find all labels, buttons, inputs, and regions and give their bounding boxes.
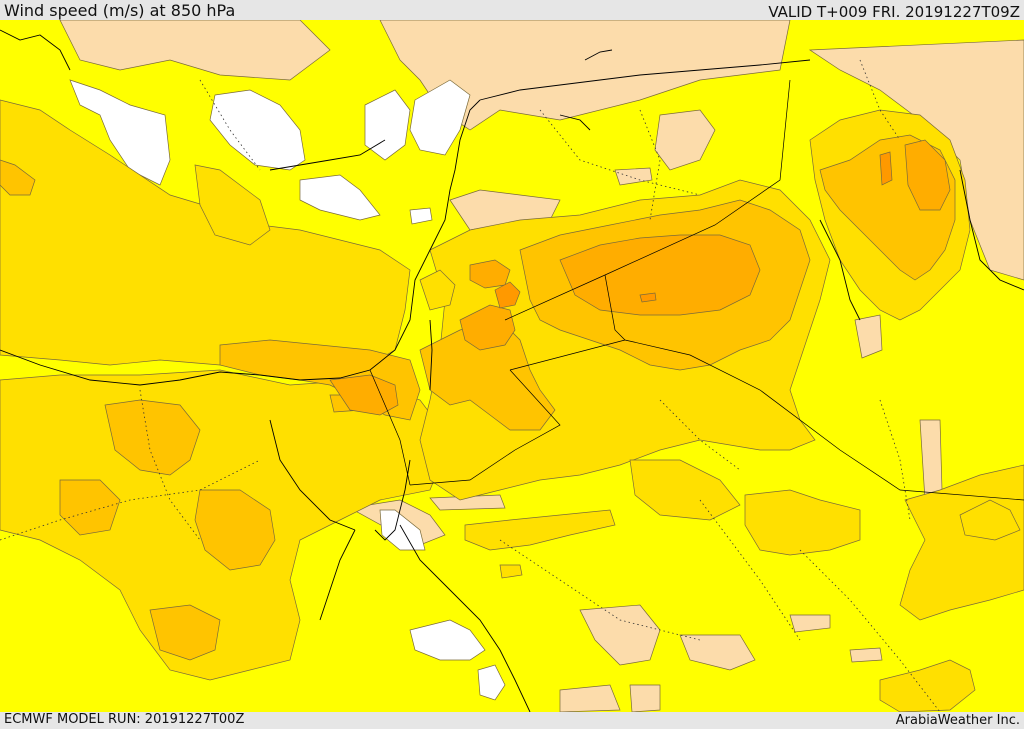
coastlines xyxy=(0,29,1024,712)
admin-boundaries xyxy=(0,59,941,712)
strongest-wind-zones xyxy=(494,151,893,309)
stronger-wind-zones xyxy=(329,139,951,416)
credit-label: ArabiaWeather Inc. xyxy=(895,713,1020,728)
header-bar xyxy=(0,0,1024,20)
calm-zones xyxy=(69,79,506,701)
model-run-label: ECMWF MODEL RUN: 20191227T00Z xyxy=(4,712,245,727)
wind-speed-map xyxy=(0,20,1024,712)
footer-bar xyxy=(0,712,1024,729)
valid-time-label: VALID T+009 FRI. 20191227T09Z xyxy=(768,3,1020,21)
map-title: Wind speed (m/s) at 850 hPa xyxy=(4,1,236,20)
political-borders xyxy=(369,79,1024,501)
